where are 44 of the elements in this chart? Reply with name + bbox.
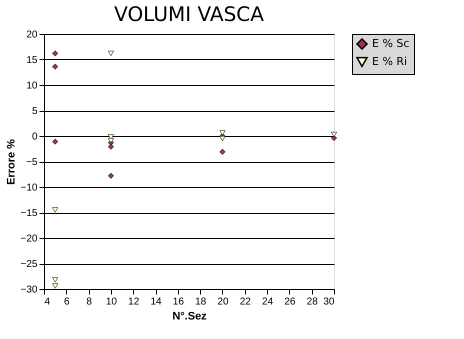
point [108, 172, 114, 179]
x-tick-label: 22 [240, 296, 252, 308]
legend-label: E % Sc [372, 37, 410, 50]
y-tick-label: −15 [20, 208, 38, 219]
x-tick-label: 24 [262, 296, 274, 308]
x-tick-label: 16 [172, 296, 184, 308]
y-tick-label: −10 [20, 182, 38, 194]
point [219, 148, 226, 155]
point [52, 207, 58, 213]
y-tick-label: 15 [26, 55, 38, 66]
x-tick-label: 4 [44, 296, 50, 308]
x-tick-label: 30 [323, 296, 335, 308]
x-tick-label: 14 [150, 296, 162, 308]
legend-label: E % Ri [372, 55, 408, 68]
point [108, 50, 114, 56]
point [219, 136, 226, 142]
point [52, 277, 58, 282]
point [108, 144, 114, 150]
y-tick-label: 5 [32, 106, 38, 117]
y-tick-label: −25 [20, 259, 38, 270]
x-tick-label: 8 [86, 296, 92, 308]
x-tick-label: 6 [64, 296, 70, 308]
y-tick-label: −20 [20, 234, 38, 244]
point [108, 138, 114, 144]
y-tick-label: −5 [26, 157, 38, 168]
x-axis-title: N°.Sez [172, 310, 208, 322]
y-tick-label: 20 [26, 30, 38, 40]
point [52, 50, 58, 56]
x-tick-label: 12 [128, 296, 140, 308]
y-tick-label: 0 [32, 132, 38, 142]
point [52, 64, 58, 70]
chart-title: VOLUMI VASCA [114, 2, 264, 26]
x-tick-label: 28 [306, 296, 318, 308]
x-tick-label: 18 [195, 296, 207, 308]
x-tick-label: 20 [217, 296, 229, 308]
y-tick-label: −30 [20, 284, 38, 296]
y-axis-title: Errore % [6, 138, 18, 185]
point [331, 132, 337, 138]
x-tick-label: 26 [284, 296, 296, 308]
point [52, 283, 58, 289]
point [52, 138, 58, 145]
x-tick-label: 10 [106, 296, 118, 308]
y-tick-label: 10 [26, 80, 38, 92]
point [219, 130, 226, 136]
